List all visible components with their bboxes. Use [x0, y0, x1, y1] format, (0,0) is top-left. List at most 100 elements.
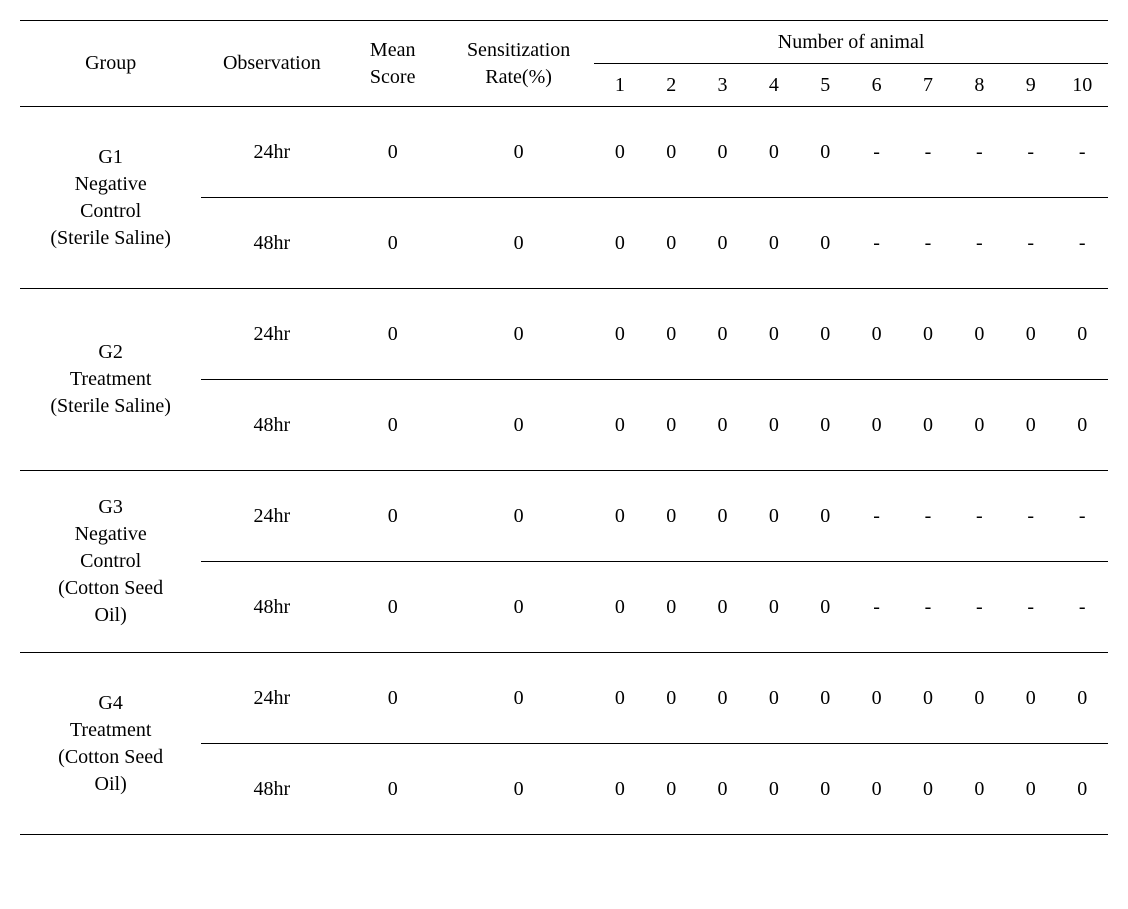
col-sensitization-l1: Sensitization — [467, 39, 570, 61]
mean-score-cell: 0 — [342, 653, 443, 744]
mean-score-cell: 0 — [342, 380, 443, 471]
group-name-line: Control — [80, 550, 141, 572]
animal-cell: 0 — [902, 380, 953, 471]
mean-score-cell: 0 — [342, 289, 443, 380]
table-header: Group Observation Mean Score Sensitizati… — [20, 21, 1108, 107]
group-name-line: (Sterile Saline) — [50, 227, 171, 249]
col-animal-10: 10 — [1056, 64, 1108, 107]
mean-score-cell: 0 — [342, 198, 443, 289]
animal-cell: - — [902, 471, 953, 562]
sensitization-rate-cell: 0 — [443, 744, 594, 835]
animal-cell: 0 — [800, 471, 851, 562]
animal-cell: 0 — [594, 289, 645, 380]
observation-cell: 24hr — [201, 471, 342, 562]
animal-cell: - — [1056, 471, 1108, 562]
table-row: G3NegativeControl(Cotton SeedOil)24hr000… — [20, 471, 1108, 562]
col-animal-1: 1 — [594, 64, 645, 107]
group-name-line: Oil) — [95, 773, 127, 795]
animal-cell: 0 — [697, 380, 748, 471]
observation-cell: 24hr — [201, 289, 342, 380]
animal-cell: 0 — [851, 653, 902, 744]
col-animal-8: 8 — [954, 64, 1005, 107]
animal-cell: 0 — [800, 562, 851, 653]
sensitization-rate-cell: 0 — [443, 380, 594, 471]
animal-cell: 0 — [594, 653, 645, 744]
group-name-line: (Cotton Seed — [58, 746, 163, 768]
mean-score-cell: 0 — [342, 107, 443, 198]
observation-cell: 24hr — [201, 653, 342, 744]
mean-score-cell: 0 — [342, 562, 443, 653]
sensitization-rate-cell: 0 — [443, 562, 594, 653]
animal-cell: 0 — [954, 289, 1005, 380]
group-cell: G2Treatment(Sterile Saline) — [20, 289, 201, 471]
observation-cell: 48hr — [201, 562, 342, 653]
sensitization-rate-cell: 0 — [443, 107, 594, 198]
animal-cell: - — [1005, 107, 1056, 198]
animal-cell: - — [902, 198, 953, 289]
animal-cell: 0 — [646, 653, 697, 744]
sensitization-table: Group Observation Mean Score Sensitizati… — [20, 20, 1108, 835]
animal-cell: 0 — [800, 107, 851, 198]
col-animal-6: 6 — [851, 64, 902, 107]
animal-cell: 0 — [954, 380, 1005, 471]
animal-cell: 0 — [748, 198, 799, 289]
observation-cell: 48hr — [201, 198, 342, 289]
table-body: G1NegativeControl(Sterile Saline)24hr000… — [20, 107, 1108, 835]
animal-cell: - — [851, 107, 902, 198]
animal-cell: 0 — [851, 744, 902, 835]
animal-cell: 0 — [697, 198, 748, 289]
col-mean-score-l1: Mean — [370, 39, 416, 61]
animal-cell: 0 — [902, 744, 953, 835]
animal-cell: - — [902, 107, 953, 198]
sensitization-rate-cell: 0 — [443, 198, 594, 289]
animal-cell: - — [1056, 198, 1108, 289]
animal-cell: - — [1005, 198, 1056, 289]
table-row: G2Treatment(Sterile Saline)24hr000000000… — [20, 289, 1108, 380]
animal-cell: - — [851, 562, 902, 653]
animal-cell: 0 — [851, 289, 902, 380]
col-sensitization: Sensitization Rate(%) — [443, 21, 594, 107]
animal-cell: 0 — [748, 653, 799, 744]
table-row: G1NegativeControl(Sterile Saline)24hr000… — [20, 107, 1108, 198]
animal-cell: 0 — [800, 653, 851, 744]
animal-cell: 0 — [748, 744, 799, 835]
animal-cell: 0 — [902, 289, 953, 380]
col-observation: Observation — [201, 21, 342, 107]
col-animal-2: 2 — [646, 64, 697, 107]
group-name-line: G4 — [98, 692, 122, 714]
col-group: Group — [20, 21, 201, 107]
group-name-line: Control — [80, 200, 141, 222]
col-sensitization-l2: Rate(%) — [485, 66, 552, 88]
mean-score-cell: 0 — [342, 471, 443, 562]
animal-cell: 0 — [1056, 744, 1108, 835]
animal-cell: - — [1056, 562, 1108, 653]
group-name-line: (Cotton Seed — [58, 577, 163, 599]
col-animal-3: 3 — [697, 64, 748, 107]
animal-cell: - — [1005, 562, 1056, 653]
animal-cell: 0 — [800, 380, 851, 471]
animal-cell: 0 — [1005, 289, 1056, 380]
group-name-line: Treatment — [70, 368, 151, 390]
animal-cell: 0 — [1056, 653, 1108, 744]
animal-cell: 0 — [646, 198, 697, 289]
animal-cell: 0 — [697, 107, 748, 198]
observation-cell: 48hr — [201, 744, 342, 835]
animal-cell: - — [954, 562, 1005, 653]
animal-cell: 0 — [697, 744, 748, 835]
animal-cell: - — [902, 562, 953, 653]
animal-cell: - — [851, 471, 902, 562]
mean-score-cell: 0 — [342, 744, 443, 835]
animal-cell: 0 — [954, 653, 1005, 744]
table-row: G4Treatment(Cotton SeedOil)24hr000000000… — [20, 653, 1108, 744]
animal-cell: 0 — [646, 471, 697, 562]
col-mean-score: Mean Score — [342, 21, 443, 107]
animal-cell: 0 — [594, 744, 645, 835]
animal-cell: - — [954, 107, 1005, 198]
animal-cell: 0 — [748, 107, 799, 198]
group-cell: G1NegativeControl(Sterile Saline) — [20, 107, 201, 289]
animal-cell: 0 — [646, 289, 697, 380]
col-animal-7: 7 — [902, 64, 953, 107]
animal-cell: 0 — [646, 380, 697, 471]
sensitization-rate-cell: 0 — [443, 289, 594, 380]
animal-cell: 0 — [646, 107, 697, 198]
